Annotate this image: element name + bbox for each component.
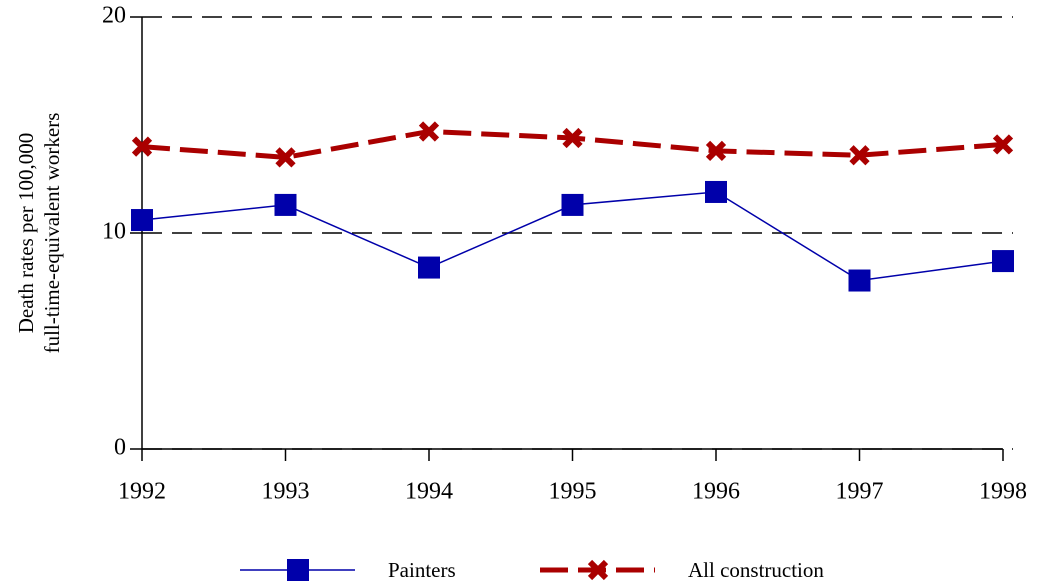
- x-tick-label: 1992: [118, 479, 166, 505]
- marker: [418, 256, 440, 279]
- marker: [274, 193, 297, 216]
- legend-marker: [587, 559, 609, 581]
- y-axis-title-line: full-time-equivalent workers: [40, 113, 64, 354]
- x-tick-label: 1998: [979, 479, 1027, 505]
- marker: [561, 193, 584, 216]
- marker: [705, 140, 727, 162]
- y-axis-title-line: Death rates per 100,000: [14, 133, 38, 334]
- marker: [131, 136, 153, 157]
- marker: [992, 250, 1014, 273]
- marker: [131, 209, 153, 232]
- x-tick-label: 1995: [549, 479, 597, 505]
- marker: [849, 145, 870, 166]
- y-axis-title: Death rates per 100,000 full-time-equiva…: [14, 113, 64, 354]
- legend-label: All construction: [688, 558, 824, 582]
- legend-label: Painters: [388, 558, 456, 582]
- y-tick-label: 20: [102, 3, 126, 29]
- marker: [848, 269, 871, 292]
- x-tick-label: 1996: [692, 479, 740, 505]
- y-tick-label: 0: [114, 435, 126, 461]
- x-tick-label: 1994: [405, 479, 453, 505]
- marker: [418, 121, 440, 142]
- marker: [705, 180, 727, 203]
- marker: [992, 134, 1014, 155]
- x-tick-label: 1997: [836, 479, 884, 505]
- y-tick-label: 10: [102, 219, 126, 245]
- marker: [275, 147, 296, 168]
- marker: [562, 127, 583, 149]
- legend-marker: [287, 559, 309, 581]
- x-tick-label: 1993: [262, 479, 310, 505]
